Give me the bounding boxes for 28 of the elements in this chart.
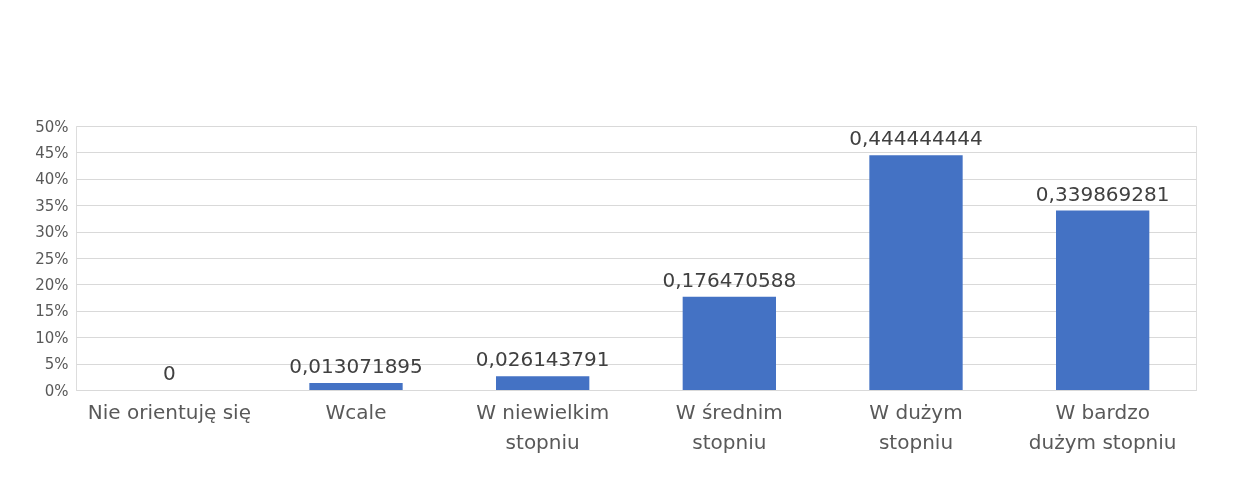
y-tick-label: 45% bbox=[35, 143, 69, 162]
data-label: 0,013071895 bbox=[289, 354, 423, 379]
y-tick-label: 0% bbox=[44, 381, 69, 400]
bar bbox=[1056, 210, 1150, 390]
y-tick-label: 5% bbox=[44, 355, 69, 374]
y-tick-label: 40% bbox=[35, 170, 69, 189]
y-tick-label: 25% bbox=[35, 249, 69, 268]
x-tick-label: W dużym stopniu bbox=[869, 399, 963, 454]
data-label: 0,339869281 bbox=[1035, 181, 1170, 206]
data-label: 0,176470588 bbox=[662, 267, 797, 292]
y-tick-label: 10% bbox=[35, 328, 69, 347]
x-tick-label: W bardzo dużym stopniu bbox=[1028, 399, 1177, 454]
bar bbox=[309, 383, 403, 390]
y-tick-label: 50% bbox=[35, 117, 69, 136]
y-tick-label: 15% bbox=[35, 302, 69, 321]
y-tick-label: 30% bbox=[35, 223, 69, 242]
bar bbox=[682, 296, 776, 390]
bar bbox=[869, 155, 963, 390]
data-label: 0,444444444 bbox=[849, 126, 983, 151]
x-tick-label: W średnim stopniu bbox=[675, 399, 783, 454]
y-tick-label: 35% bbox=[35, 196, 69, 215]
x-tick-label: Wcale bbox=[325, 399, 387, 424]
data-label: 0,026143791 bbox=[475, 347, 610, 372]
data-label: 0 bbox=[162, 361, 176, 385]
x-tick-label: W niewielkim stopniu bbox=[476, 399, 610, 454]
x-tick-label: Nie orientuję się bbox=[87, 399, 251, 424]
y-tick-label: 20% bbox=[35, 275, 69, 294]
bar bbox=[496, 376, 590, 390]
